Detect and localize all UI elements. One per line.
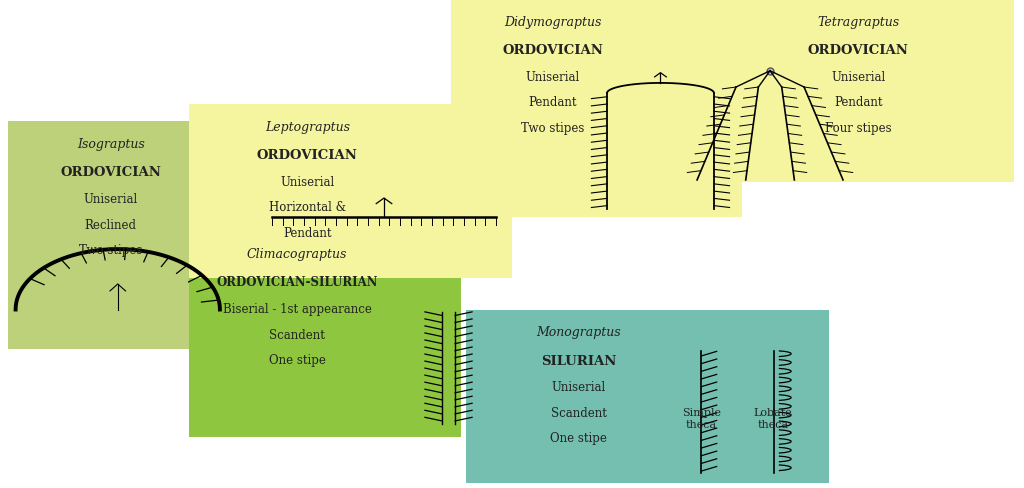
Text: Monograptus: Monograptus xyxy=(537,325,621,339)
FancyBboxPatch shape xyxy=(466,310,829,483)
Text: ORDOVICIAN: ORDOVICIAN xyxy=(808,44,908,57)
Text: ORDOVICIAN: ORDOVICIAN xyxy=(60,166,161,179)
Text: Two stipes: Two stipes xyxy=(79,244,142,257)
Text: ORDOVICIAN: ORDOVICIAN xyxy=(257,149,357,162)
Text: SILURIAN: SILURIAN xyxy=(541,354,616,367)
Text: Uniserial: Uniserial xyxy=(281,176,334,189)
Text: Pendant: Pendant xyxy=(283,226,332,240)
Text: Didymograptus: Didymograptus xyxy=(504,16,602,29)
Text: Reclined: Reclined xyxy=(85,218,136,231)
Text: One stipe: One stipe xyxy=(550,431,607,445)
FancyBboxPatch shape xyxy=(451,0,742,217)
Text: Pendant: Pendant xyxy=(528,96,578,109)
Text: Lobate
theca: Lobate theca xyxy=(754,407,793,429)
Text: Uniserial: Uniserial xyxy=(831,71,885,84)
Text: Biserial - 1st appearance: Biserial - 1st appearance xyxy=(222,303,372,316)
Text: Horizontal &: Horizontal & xyxy=(268,201,346,214)
FancyBboxPatch shape xyxy=(189,232,461,437)
Text: ORDOVICIAN: ORDOVICIAN xyxy=(503,44,603,57)
Text: Leptograptus: Leptograptus xyxy=(264,121,350,134)
Text: Uniserial: Uniserial xyxy=(526,71,580,84)
Text: Scandent: Scandent xyxy=(269,328,325,341)
Text: Four stipes: Four stipes xyxy=(824,122,892,135)
Text: ORDOVICIAN-SILURIAN: ORDOVICIAN-SILURIAN xyxy=(216,276,378,289)
FancyBboxPatch shape xyxy=(189,105,512,278)
Text: One stipe: One stipe xyxy=(268,353,326,366)
FancyBboxPatch shape xyxy=(8,122,228,349)
Text: Isograptus: Isograptus xyxy=(77,138,144,151)
FancyBboxPatch shape xyxy=(701,0,1014,183)
Text: Uniserial: Uniserial xyxy=(552,381,605,394)
Text: Two stipes: Two stipes xyxy=(521,122,585,135)
Text: Uniserial: Uniserial xyxy=(84,193,137,206)
Text: Tetragraptus: Tetragraptus xyxy=(817,16,899,29)
Text: Climacograptus: Climacograptus xyxy=(247,247,347,261)
Text: Simple
theca: Simple theca xyxy=(682,407,721,429)
Text: Scandent: Scandent xyxy=(551,406,606,419)
Text: Pendant: Pendant xyxy=(834,96,883,109)
